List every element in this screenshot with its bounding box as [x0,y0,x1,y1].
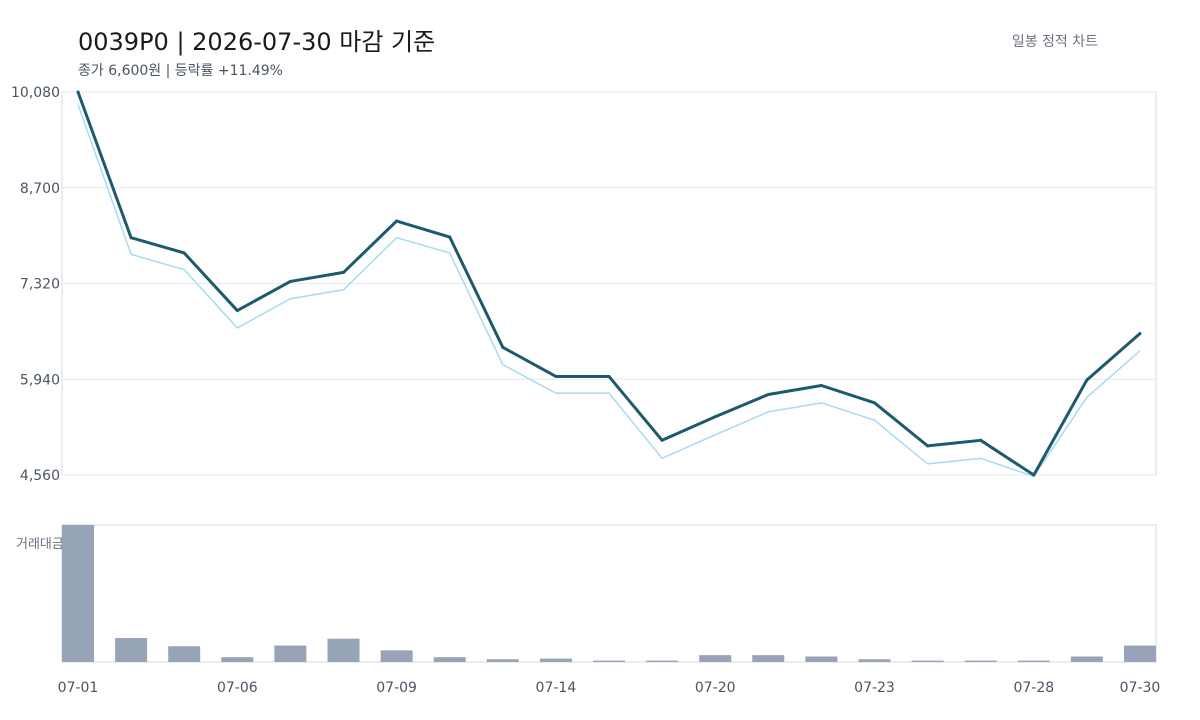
close-price-point [1085,378,1089,382]
volume-bar [168,646,201,662]
volume-bar [1124,645,1156,662]
close-price-point [819,383,823,387]
chart-title: 0039P0 | 2026-07-30 마감 기준 [78,28,436,56]
y-tick-label: 4,560 [20,468,60,484]
close-price-point [448,235,452,239]
y-tick-label: 5,940 [20,372,60,388]
volume-bar [805,656,838,662]
chart-type-label: 일봉 정적 차트 [1011,34,1098,50]
chart-subtitle: 종가 6,600원 | 등락률 +11.49% [78,63,283,79]
volume-plot-frame [61,524,1157,663]
close-price-point [554,374,558,378]
volume-bar [274,645,307,662]
volume-bar [911,660,944,662]
volume-bar [115,638,148,662]
volume-bar [486,659,519,662]
reference-line [77,104,1141,478]
volume-bar [1070,656,1103,662]
y-tick-label: 7,320 [20,277,60,293]
y-tick-label: 10,080 [11,85,60,101]
y-tick-label: 8,700 [20,181,60,197]
x-tick-label: 07-06 [217,680,258,696]
close-price-point [288,279,292,283]
volume-bar [1017,660,1050,662]
volume-bar [380,650,413,662]
volume-bar [327,638,360,662]
volume-bar [593,660,625,662]
close-price-point [660,438,664,442]
close-price-point [766,393,770,397]
x-tick-label: 07-09 [376,680,417,696]
volume-bar [433,657,466,662]
close-price-point [713,415,717,419]
x-tick-label: 07-20 [695,680,736,696]
close-price-point [607,374,611,378]
x-tick-label: 07-28 [1013,680,1054,696]
close-price-point [926,444,930,448]
volume-label: 거래대금 [16,537,64,552]
close-price-point [1138,331,1142,335]
volume-bar [699,655,732,662]
close-price-point [182,251,186,255]
close-price-point [395,219,399,223]
close-price-point [979,438,983,442]
close-price-point [873,401,876,405]
volume-bar [62,525,94,662]
volume-bar [858,659,891,662]
volume-bar [646,660,679,662]
close-price-point [501,345,505,349]
volume-bar [221,657,254,662]
close-price-point [235,309,239,313]
x-tick-label: 07-30 [1120,680,1161,696]
close-price-point [1032,473,1036,477]
close-price-point [342,270,345,274]
volume-bar [539,658,572,662]
x-tick-label: 07-01 [58,680,99,696]
volume-bar [752,655,785,662]
volume-bar [964,660,997,662]
x-tick-label: 07-14 [536,680,577,696]
close-price-point [76,90,80,94]
close-price-point [129,236,133,240]
x-tick-label: 07-23 [854,680,895,696]
